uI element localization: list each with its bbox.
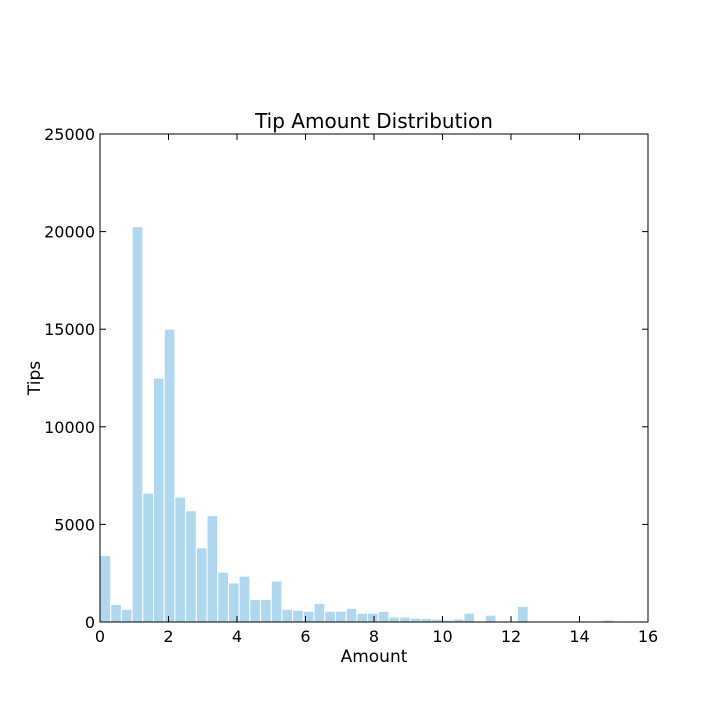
- histogram-bar: [367, 612, 379, 623]
- histogram-bar: [399, 616, 411, 623]
- histogram-bar: [206, 515, 219, 623]
- y-tick-label: 15000: [44, 320, 95, 339]
- histogram-bar: [313, 602, 326, 623]
- histogram-bar: [270, 580, 283, 623]
- chart-title: Tip Amount Distribution: [254, 109, 493, 133]
- histogram-bar: [345, 607, 358, 623]
- histogram-bar: [238, 575, 251, 623]
- histogram-bar: [356, 612, 369, 623]
- histogram-bar: [227, 582, 240, 623]
- y-tick-label: 0: [85, 613, 95, 632]
- x-tick-label: 14: [569, 627, 589, 646]
- histogram-bar: [174, 496, 187, 623]
- y-axis-label: Tips: [25, 361, 45, 396]
- y-axis-ticks: 0 5000 10000 15000 20000 25000: [44, 125, 648, 632]
- histogram-bar: [292, 609, 304, 623]
- y-tick-label: 10000: [44, 418, 95, 437]
- x-axis-ticks: 0 2 4 6 8 10 12 14 16: [95, 134, 658, 646]
- histogram-bar: [120, 608, 133, 623]
- histogram-bar: [484, 614, 497, 623]
- y-tick-label: 25000: [44, 125, 95, 144]
- histogram-bar: [463, 612, 476, 623]
- x-tick-label: 10: [432, 627, 452, 646]
- y-tick-label: 20000: [44, 223, 95, 242]
- x-tick-label: 2: [163, 627, 173, 646]
- x-axis-label: Amount: [341, 647, 408, 667]
- histogram-bar: [131, 226, 144, 623]
- histogram-bar: [153, 377, 165, 623]
- histogram-bar: [516, 605, 529, 623]
- histogram-bar: [217, 571, 229, 623]
- histogram-bar: [99, 555, 112, 623]
- x-tick-label: 12: [501, 627, 521, 646]
- histogram-bar: [110, 603, 122, 623]
- histogram-bar: [302, 610, 315, 623]
- y-tick-label: 5000: [54, 515, 95, 534]
- x-tick-label: 8: [369, 627, 379, 646]
- x-tick-label: 16: [638, 627, 658, 646]
- histogram-bar: [185, 510, 197, 623]
- bars-group: [99, 226, 647, 623]
- histogram-bar: [163, 328, 176, 623]
- histogram-bar: [420, 617, 433, 623]
- histogram-bar: [388, 616, 401, 623]
- histogram-bar: [334, 610, 347, 623]
- histogram-bar: [409, 617, 422, 623]
- histogram-bar: [260, 599, 272, 623]
- x-tick-label: 0: [95, 627, 105, 646]
- x-tick-label: 6: [300, 627, 310, 646]
- histogram-bar: [142, 492, 155, 623]
- histogram-bar: [195, 547, 208, 623]
- histogram-bar: [377, 610, 390, 623]
- histogram-bar: [281, 608, 294, 623]
- x-tick-label: 4: [232, 627, 242, 646]
- histogram-bar: [249, 599, 262, 623]
- histogram-bar: [324, 610, 336, 623]
